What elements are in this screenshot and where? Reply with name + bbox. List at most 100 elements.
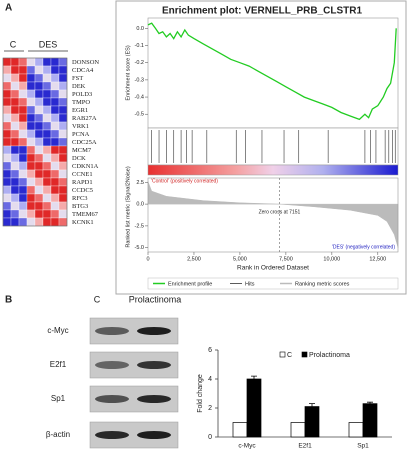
- heatmap-cell: [10, 153, 20, 163]
- error-bar: [367, 401, 373, 404]
- heatmap-cell: [42, 105, 52, 115]
- hits-frame: [147, 127, 399, 166]
- heatmap-cell: [26, 97, 36, 107]
- heatmap-cell: [10, 145, 20, 155]
- heatmap-cell: [42, 153, 52, 163]
- heatmap-cell: [10, 201, 20, 211]
- heatmap-cell: [58, 217, 68, 227]
- heatmap-cell: [42, 89, 52, 99]
- heatmap-cell: [26, 81, 36, 91]
- heatmap-cell: [42, 193, 52, 203]
- heatmap-cell: [18, 89, 28, 99]
- blot-band: [95, 361, 129, 369]
- heatmap-cell: [18, 97, 28, 107]
- gene-label: DCK: [72, 155, 86, 162]
- heatmap-cell: [34, 145, 44, 155]
- y-axis-title: Ranked list metric (Signal2Noise): [125, 166, 131, 247]
- heatmap-cell: [58, 177, 68, 187]
- heatmap-cell: [10, 129, 20, 139]
- heatmap-cell: [18, 161, 28, 171]
- heatmap-cell: [2, 121, 12, 131]
- gene-label: VRK1: [72, 123, 89, 130]
- y-tick-label: -5.0: [135, 245, 144, 251]
- blot-label: β-actin: [46, 430, 70, 439]
- legend-label: Prolactinoma: [309, 352, 350, 359]
- bar: [290, 422, 306, 438]
- heatmap-cell: [42, 137, 52, 147]
- heatmap-cell: [34, 57, 44, 67]
- heatmap-cell: [10, 137, 20, 147]
- heatmap-cell: [50, 121, 60, 131]
- heatmap-cell: [10, 97, 20, 107]
- x-tick-label: c-Myc: [238, 443, 256, 450]
- heatmap-cell: [42, 201, 52, 211]
- bar: [348, 422, 364, 438]
- heatmap-cell: [18, 193, 28, 203]
- x-tick-label: 12,500: [369, 256, 386, 262]
- heatmap-cell: [58, 89, 68, 99]
- heatmap-cell: [26, 153, 36, 163]
- heatmap-cell: [34, 193, 44, 203]
- heatmap-cell: [18, 177, 28, 187]
- y-tick-label: 2: [208, 405, 212, 412]
- heatmap-cell: [26, 57, 36, 67]
- gene-label: POLD3: [72, 91, 92, 98]
- heatmap-cell: [58, 145, 68, 155]
- y-tick-label: 6: [208, 347, 212, 354]
- heatmap-cell: [18, 137, 28, 147]
- heatmap-cell: [10, 121, 20, 131]
- heatmap-cell: [26, 209, 36, 219]
- heatmap-cell: [58, 97, 68, 107]
- gene-label: RAB27A: [72, 115, 97, 122]
- heatmap-cell: [42, 97, 52, 107]
- heatmap-cell: [58, 81, 68, 91]
- heatmap-cell: [50, 217, 60, 227]
- legend-label: Hits: [245, 281, 255, 287]
- y-tick-label: 0.0: [136, 26, 144, 32]
- gene-label: FST: [72, 75, 83, 82]
- heatmap-cell: [58, 193, 68, 203]
- heatmap-cell: [42, 209, 52, 219]
- heatmap-cell: [26, 161, 36, 171]
- heatmap-cell: [42, 57, 52, 67]
- legend-swatch: [279, 351, 286, 358]
- heatmap-cell: [2, 65, 12, 75]
- heatmap-cell: [2, 57, 12, 67]
- heatmap-cell: [42, 145, 52, 155]
- x-tick-label: 5,000: [233, 256, 247, 262]
- metric-frame: [147, 177, 399, 253]
- blot-label: E2f1: [50, 360, 67, 369]
- heatmap-cell: [58, 169, 68, 179]
- heatmap-cell: [50, 105, 60, 115]
- heatmap-cell: [18, 217, 28, 227]
- heatmap-cell: [50, 129, 60, 139]
- heatmap-cell: [26, 185, 36, 195]
- bar: [362, 403, 378, 438]
- error-bar: [309, 403, 315, 407]
- heatmap-cell: [34, 129, 44, 139]
- heatmap-border: [2, 57, 68, 227]
- heatmap-cell: [26, 193, 36, 203]
- heatmap-cell: [50, 97, 60, 107]
- annotation: 'DES' (negatively correlated): [332, 244, 395, 250]
- heatmap-cell: [42, 113, 52, 123]
- gene-label: KCNK1: [72, 219, 94, 226]
- x-tick-label: Sp1: [357, 443, 369, 450]
- heatmap-cell: [58, 185, 68, 195]
- heatmap-cell: [18, 185, 28, 195]
- legend-label: Enrichment profile: [168, 281, 212, 287]
- heatmap-cell: [26, 217, 36, 227]
- heatmap-cell: [18, 73, 28, 83]
- y-tick-label: 0.0: [136, 202, 144, 208]
- heatmap-cell: [10, 105, 20, 115]
- gene-label: CCDC5: [72, 187, 93, 194]
- bar: [246, 378, 262, 438]
- heatmap-cell: [26, 113, 36, 123]
- heatmap-cell: [34, 169, 44, 179]
- blot-group: C: [94, 294, 101, 304]
- x-tick-label: 7,500: [279, 256, 293, 262]
- heatmap-cell: [10, 193, 20, 203]
- panel-label: B: [5, 295, 12, 306]
- heatmap-cell: [58, 105, 68, 115]
